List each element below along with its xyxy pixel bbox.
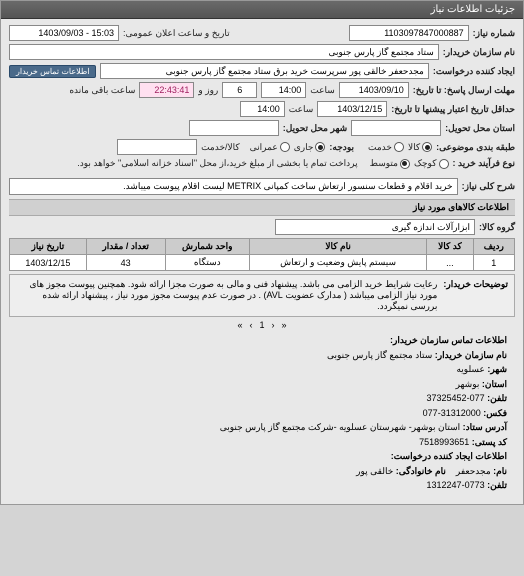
th-name: نام کالا bbox=[249, 239, 426, 255]
other-field bbox=[117, 139, 197, 155]
validity-time-field: 14:00 bbox=[240, 101, 285, 117]
c-tel-label: تلفن: bbox=[487, 393, 507, 403]
c-name-label: نام: bbox=[493, 466, 507, 476]
process-label: نوع فرآیند خرید : bbox=[453, 158, 516, 169]
countdown-field: 22:43:41 bbox=[139, 82, 194, 98]
pager-last[interactable]: » bbox=[235, 320, 244, 330]
days-remain-field: 6 bbox=[222, 82, 257, 98]
th-row: ردیف bbox=[473, 239, 514, 255]
c-addr: استان بوشهر- شهرستان عسلویه -شرکت مجتمع … bbox=[220, 422, 460, 432]
td-date: 1403/12/15 bbox=[10, 255, 87, 271]
c-city: عسلویه bbox=[456, 364, 484, 374]
c-state-label: استان: bbox=[482, 379, 507, 389]
creator-label: ایجاد کننده درخواست: bbox=[433, 66, 515, 77]
radio-current[interactable]: جاری bbox=[294, 142, 326, 153]
c-addr-label: آدرس ستاد: bbox=[463, 422, 507, 432]
td-qty: 43 bbox=[86, 255, 165, 271]
pager-next[interactable]: › bbox=[248, 320, 255, 330]
other-label: کالا/خدمت bbox=[201, 142, 240, 153]
req-no-label: شماره نیاز: bbox=[473, 28, 515, 39]
c-family: خالقی پور bbox=[356, 466, 393, 476]
delivery-state-field bbox=[351, 120, 441, 136]
pager-current: 1 bbox=[258, 320, 267, 330]
pager-first[interactable]: « bbox=[280, 320, 289, 330]
radio-goods[interactable]: کالا bbox=[408, 142, 432, 153]
c-fax-label: فکس: bbox=[483, 408, 507, 418]
time-label-1: ساعت bbox=[310, 85, 335, 96]
details-panel: جزئیات اطلاعات نیاز شماره نیاز: 11030978… bbox=[0, 0, 524, 505]
desc-field: خرید اقلام و قطعات سنسور ارتعاش ساخت کمپ… bbox=[9, 178, 458, 195]
deadline-date-field: 1403/09/10 bbox=[339, 82, 409, 98]
c-org-label: نام سازمان خریدار: bbox=[435, 350, 507, 360]
creator2-title: اطلاعات ایجاد کننده درخواست: bbox=[17, 450, 507, 464]
req-no-field: 1103097847000887 bbox=[349, 25, 469, 41]
th-code: کد کالا bbox=[427, 239, 473, 255]
c-post-label: کد پستی: bbox=[472, 437, 507, 447]
notes-label: توضیحات خریدار: bbox=[443, 279, 508, 312]
contact-info-button[interactable]: اطلاعات تماس خریدار bbox=[9, 65, 96, 78]
delivery-city-label: شهر محل تحویل: bbox=[283, 123, 347, 134]
creator-field: مجدحعفر خالقی پور سرپرست خرید برق ستاد م… bbox=[100, 63, 428, 79]
deadline-time-field: 14:00 bbox=[261, 82, 306, 98]
buyer-notes-box: توضیحات خریدار: رعایت شرایط خرید الزامی … bbox=[9, 274, 515, 317]
deadline-label: مهلت ارسال پاسخ: تا تاریخ: bbox=[413, 85, 515, 96]
td-name: سیستم پایش وضعیت و ارتعاش bbox=[249, 255, 426, 271]
time-label-2: ساعت bbox=[289, 104, 314, 115]
table-row[interactable]: 1 ... سیستم پایش وضعیت و ارتعاش دستگاه 4… bbox=[10, 255, 515, 271]
c-org: ستاد مجتمع گاز پارس جنوبی bbox=[327, 350, 432, 360]
group-label: گروه کالا: bbox=[479, 222, 515, 233]
c-name: مجدحعفر bbox=[456, 466, 491, 476]
process-note: پرداخت تمام یا بخشی از مبلغ خرید،از محل … bbox=[77, 158, 357, 169]
radio-service[interactable]: خدمت bbox=[368, 142, 404, 153]
c-fax: 31312000-077 bbox=[423, 408, 481, 418]
pager: « ‹ 1 › » bbox=[9, 320, 515, 330]
radio-capital[interactable]: عمرانی bbox=[250, 142, 290, 153]
td-code: ... bbox=[427, 255, 473, 271]
days-remain-label: روز و bbox=[198, 85, 218, 96]
pub-date-field: 15:03 - 1403/09/03 bbox=[9, 25, 119, 41]
c-city-label: شهر: bbox=[487, 364, 507, 374]
radio-small[interactable]: کوچک bbox=[414, 158, 449, 169]
c-tel: 077-37325452 bbox=[427, 393, 485, 403]
remain-label: ساعت باقی مانده bbox=[69, 85, 135, 96]
items-section-title: اطلاعات کالاهای مورد نیاز bbox=[9, 199, 515, 216]
pager-prev[interactable]: ‹ bbox=[270, 320, 277, 330]
delivery-city-field bbox=[189, 120, 279, 136]
c-post: 7518993651 bbox=[419, 437, 469, 447]
c-state: بوشهر bbox=[456, 379, 480, 389]
td-unit: دستگاه bbox=[165, 255, 249, 271]
group-field: ابزارآلات اندازه گیری bbox=[275, 219, 475, 235]
radio-medium[interactable]: متوسط bbox=[370, 158, 410, 169]
pub-date-label: تاریخ و ساعت اعلان عمومی: bbox=[123, 28, 230, 39]
th-qty: تعداد / مقدار bbox=[86, 239, 165, 255]
c-family-label: نام خانوادگی: bbox=[396, 466, 446, 476]
notes-text: رعایت شرایط خرید الزامی می باشد. پیشنهاد… bbox=[16, 279, 437, 312]
th-date: تاریخ نیاز bbox=[10, 239, 87, 255]
c-tel2-label: تلفن: bbox=[487, 480, 507, 490]
contact-title: اطلاعات تماس سازمان خریدار: bbox=[17, 334, 507, 348]
buyer-field: ستاد مجتمع گاز پارس جنوبی bbox=[9, 44, 439, 60]
contact-section: اطلاعات تماس سازمان خریدار: نام سازمان خ… bbox=[9, 330, 515, 498]
panel-body: شماره نیاز: 1103097847000887 تاریخ و ساع… bbox=[1, 19, 523, 504]
items-table: ردیف کد کالا نام کالا واحد شمارش تعداد /… bbox=[9, 238, 515, 271]
validity-label: حداقل تاریخ اعتبار پیشنها تا تاریخ: bbox=[391, 104, 515, 115]
budget-label: بودجه: bbox=[329, 142, 354, 153]
th-unit: واحد شمارش bbox=[165, 239, 249, 255]
desc-label: شرح کلی نیاز: bbox=[462, 181, 515, 192]
c-tel2: 0773-1312247 bbox=[427, 480, 485, 490]
td-row: 1 bbox=[473, 255, 514, 271]
buyer-label: نام سازمان خریدار: bbox=[443, 47, 515, 58]
panel-title: جزئیات اطلاعات نیاز bbox=[1, 1, 523, 19]
subject-class-label: طبقه بندی موضوعی: bbox=[436, 142, 515, 153]
delivery-state-label: استان محل تحویل: bbox=[445, 123, 515, 134]
validity-date-field: 1403/12/15 bbox=[317, 101, 387, 117]
table-header-row: ردیف کد کالا نام کالا واحد شمارش تعداد /… bbox=[10, 239, 515, 255]
